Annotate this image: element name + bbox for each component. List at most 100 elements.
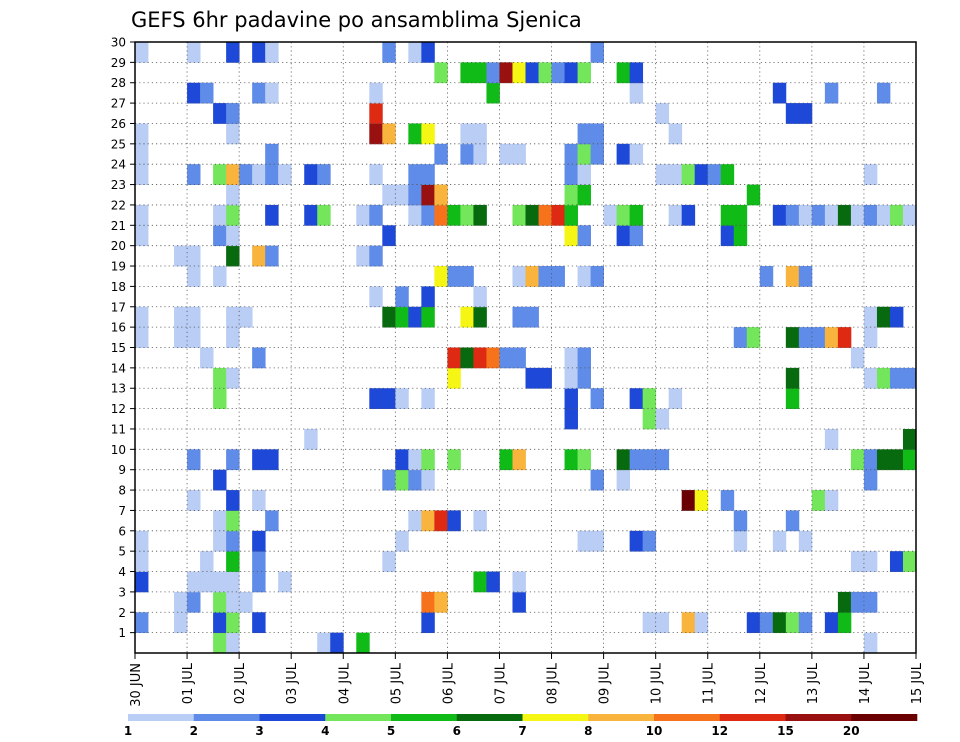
heatmap-cell (499, 449, 513, 471)
y-tick-label: 24 (111, 158, 126, 172)
heatmap-cell (785, 266, 800, 287)
heatmap-cell (512, 347, 526, 369)
heatmap-cell (681, 204, 696, 226)
heatmap-cell (785, 103, 800, 124)
heatmap-cell (200, 82, 214, 104)
heatmap-cell (902, 367, 917, 389)
x-tick-label: 04 JUL (337, 662, 352, 704)
colorbar-label: 4 (321, 724, 329, 738)
heatmap-cell (135, 225, 149, 247)
heatmap-cell (551, 204, 565, 226)
heatmap-cell (213, 367, 227, 389)
heatmap-cell (863, 551, 878, 572)
heatmap-cell (603, 204, 618, 226)
heatmap-cell (447, 449, 461, 471)
heatmap-cell (746, 327, 761, 348)
heatmap-cell (850, 347, 865, 369)
heatmap-cell (759, 612, 774, 634)
heatmap-cell (252, 571, 266, 593)
x-tick-label: 11 JUL (702, 662, 717, 704)
heatmap-cell (902, 449, 917, 471)
heatmap-cell (213, 469, 227, 491)
heatmap-cell (876, 306, 891, 328)
heatmap-cell (421, 510, 435, 532)
heatmap-cell (135, 530, 149, 552)
heatmap-cell (551, 62, 565, 84)
heatmap-cell (564, 184, 578, 206)
heatmap-cell (265, 82, 279, 104)
heatmap-cell (889, 367, 904, 389)
heatmap-cell (356, 204, 370, 226)
colorbar-label: 12 (711, 724, 728, 738)
heatmap-cell (798, 103, 813, 124)
heatmap-cell (304, 204, 318, 226)
heatmap-cell (369, 123, 383, 145)
heatmap-cell (564, 164, 578, 185)
heatmap-cell (889, 306, 904, 328)
heatmap-cell (681, 490, 696, 511)
heatmap-cell (252, 449, 266, 471)
heatmap-cell (811, 204, 826, 226)
heatmap-cell (252, 551, 266, 572)
heatmap-cell (785, 204, 800, 226)
heatmap-cell (577, 367, 591, 389)
heatmap-cell (369, 388, 383, 409)
heatmap-cell (447, 204, 461, 226)
heatmap-cell (876, 204, 891, 226)
heatmap-cell (460, 204, 474, 226)
y-tick-label: 17 (111, 300, 126, 314)
heatmap-cell (213, 510, 227, 532)
heatmap-cell (356, 632, 370, 654)
heatmap-cell (642, 449, 657, 471)
heatmap-cell (590, 143, 604, 165)
heatmap-cell (694, 490, 709, 511)
heatmap-cell (525, 204, 539, 226)
heatmap-cell (460, 62, 474, 84)
heatmap-cell (434, 184, 448, 206)
heatmap-cell (434, 204, 448, 226)
heatmap-cell (408, 449, 422, 471)
y-tick-label: 14 (111, 361, 126, 375)
heatmap-cell (265, 42, 279, 63)
heatmap-cell (577, 225, 591, 247)
heatmap-cell (525, 62, 539, 84)
y-tick-label: 10 (111, 443, 126, 457)
heatmap-cell (590, 123, 604, 145)
heatmap-cell (473, 143, 487, 165)
heatmap-cell (395, 388, 409, 409)
heatmap-cell (408, 510, 422, 532)
heatmap-cell (486, 62, 500, 84)
heatmap-cell (213, 612, 227, 634)
heatmap-cell (135, 143, 149, 165)
heatmap-cell (746, 612, 761, 634)
heatmap-cell (369, 286, 383, 308)
heatmap-cell (447, 510, 461, 532)
heatmap-cell (772, 612, 787, 634)
y-tick-label: 1 (118, 626, 126, 640)
heatmap-cell (681, 164, 696, 185)
heatmap-cell (512, 591, 526, 613)
heatmap-cell (226, 164, 240, 185)
heatmap-cell (590, 266, 604, 287)
x-tick-label: 10 JUL (650, 662, 665, 704)
y-tick-label: 21 (111, 219, 126, 233)
heatmap-cell (304, 428, 318, 450)
heatmap-cell (486, 571, 500, 593)
heatmap-cell (187, 490, 201, 511)
heatmap-cell (408, 123, 422, 145)
heatmap-cell (226, 490, 240, 511)
heatmap-cell (720, 204, 735, 226)
colorbar-segment (259, 714, 326, 721)
heatmap-cell (421, 164, 435, 185)
heatmap-cell (798, 204, 813, 226)
heatmap-cell (135, 612, 149, 634)
heatmap-cell (577, 62, 591, 84)
heatmap-cell (421, 123, 435, 145)
heatmap-cell (369, 164, 383, 185)
heatmap-cell (213, 204, 227, 226)
heatmap-cell (486, 82, 500, 104)
y-tick-label: 19 (111, 260, 126, 274)
heatmap-cell (265, 449, 279, 471)
heatmap-cell (525, 266, 539, 287)
heatmap-cell (720, 164, 735, 185)
